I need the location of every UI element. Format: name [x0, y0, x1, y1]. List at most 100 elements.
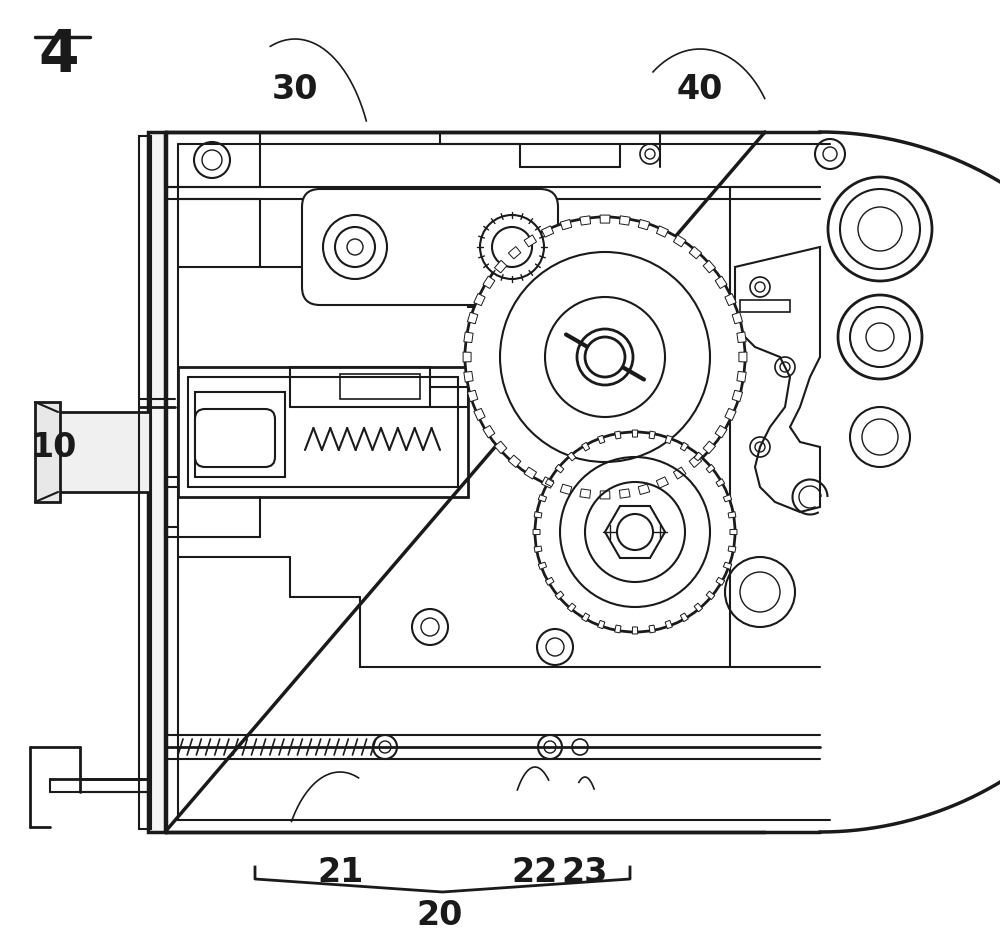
Polygon shape: [582, 613, 590, 621]
Polygon shape: [665, 620, 672, 629]
Polygon shape: [483, 277, 495, 289]
Polygon shape: [689, 246, 702, 259]
Circle shape: [585, 337, 625, 377]
Polygon shape: [725, 294, 736, 306]
Polygon shape: [542, 225, 554, 237]
Bar: [139, 136, 151, 829]
Polygon shape: [673, 235, 686, 247]
Polygon shape: [730, 529, 737, 535]
Bar: [58, 412, 150, 492]
Polygon shape: [467, 390, 478, 402]
Polygon shape: [737, 371, 746, 382]
Polygon shape: [673, 467, 686, 479]
Polygon shape: [706, 591, 715, 599]
Polygon shape: [680, 613, 688, 621]
Polygon shape: [732, 313, 743, 324]
Polygon shape: [533, 529, 540, 535]
Polygon shape: [689, 456, 702, 468]
Bar: [178, 367, 468, 497]
Polygon shape: [728, 511, 736, 518]
Polygon shape: [467, 313, 478, 324]
Circle shape: [850, 407, 910, 467]
Polygon shape: [464, 331, 473, 343]
Polygon shape: [615, 431, 621, 438]
Polygon shape: [567, 603, 576, 612]
Polygon shape: [580, 216, 591, 225]
Polygon shape: [638, 220, 650, 230]
Polygon shape: [495, 260, 507, 273]
Text: 21: 21: [317, 855, 363, 888]
Polygon shape: [716, 478, 725, 487]
Bar: [195, 392, 285, 477]
Polygon shape: [534, 546, 542, 552]
Polygon shape: [728, 546, 736, 552]
Polygon shape: [463, 352, 471, 362]
Text: 4: 4: [38, 27, 79, 84]
Circle shape: [828, 177, 932, 281]
Polygon shape: [715, 277, 727, 289]
Polygon shape: [524, 467, 537, 479]
Bar: [148, 132, 166, 832]
Polygon shape: [723, 563, 732, 569]
FancyBboxPatch shape: [302, 189, 558, 305]
Polygon shape: [464, 371, 473, 382]
Polygon shape: [632, 430, 638, 437]
Polygon shape: [508, 246, 521, 259]
Polygon shape: [560, 484, 572, 494]
Polygon shape: [580, 489, 591, 498]
Polygon shape: [703, 260, 715, 273]
Text: 22: 22: [512, 855, 558, 888]
Bar: [740, 300, 790, 312]
Polygon shape: [638, 484, 650, 494]
Polygon shape: [723, 494, 732, 502]
Polygon shape: [598, 436, 605, 443]
Polygon shape: [656, 477, 668, 488]
Polygon shape: [716, 578, 725, 585]
Text: 20: 20: [417, 899, 463, 932]
Polygon shape: [619, 216, 630, 225]
Polygon shape: [495, 441, 507, 454]
Polygon shape: [619, 489, 630, 498]
Circle shape: [838, 295, 922, 379]
Polygon shape: [538, 494, 547, 502]
Polygon shape: [600, 215, 610, 223]
Polygon shape: [680, 442, 688, 451]
Polygon shape: [649, 431, 655, 438]
Polygon shape: [538, 563, 547, 569]
Polygon shape: [560, 220, 572, 230]
Text: 30: 30: [272, 73, 318, 105]
Polygon shape: [694, 603, 703, 612]
Text: 10: 10: [30, 431, 76, 463]
Circle shape: [480, 215, 544, 279]
Polygon shape: [545, 478, 554, 487]
Polygon shape: [474, 294, 485, 306]
Polygon shape: [582, 442, 590, 451]
Polygon shape: [483, 425, 495, 438]
Circle shape: [465, 217, 745, 497]
Circle shape: [535, 432, 735, 632]
Polygon shape: [665, 436, 672, 443]
Polygon shape: [694, 452, 703, 461]
Text: 23: 23: [562, 855, 608, 888]
Polygon shape: [567, 452, 576, 461]
Text: 40: 40: [677, 73, 723, 105]
Bar: [165, 132, 260, 187]
Bar: [188, 377, 458, 487]
Polygon shape: [725, 408, 736, 420]
Polygon shape: [703, 441, 715, 454]
Polygon shape: [534, 511, 542, 518]
FancyBboxPatch shape: [195, 409, 275, 467]
Polygon shape: [555, 591, 564, 599]
Polygon shape: [600, 491, 610, 499]
Polygon shape: [649, 625, 655, 633]
Polygon shape: [737, 331, 746, 343]
Polygon shape: [598, 620, 605, 629]
Polygon shape: [555, 464, 564, 473]
Polygon shape: [545, 578, 554, 585]
Polygon shape: [524, 235, 537, 247]
Circle shape: [323, 215, 387, 279]
Polygon shape: [632, 627, 638, 634]
Polygon shape: [715, 425, 727, 438]
Polygon shape: [474, 408, 485, 420]
Bar: [35, 402, 60, 502]
